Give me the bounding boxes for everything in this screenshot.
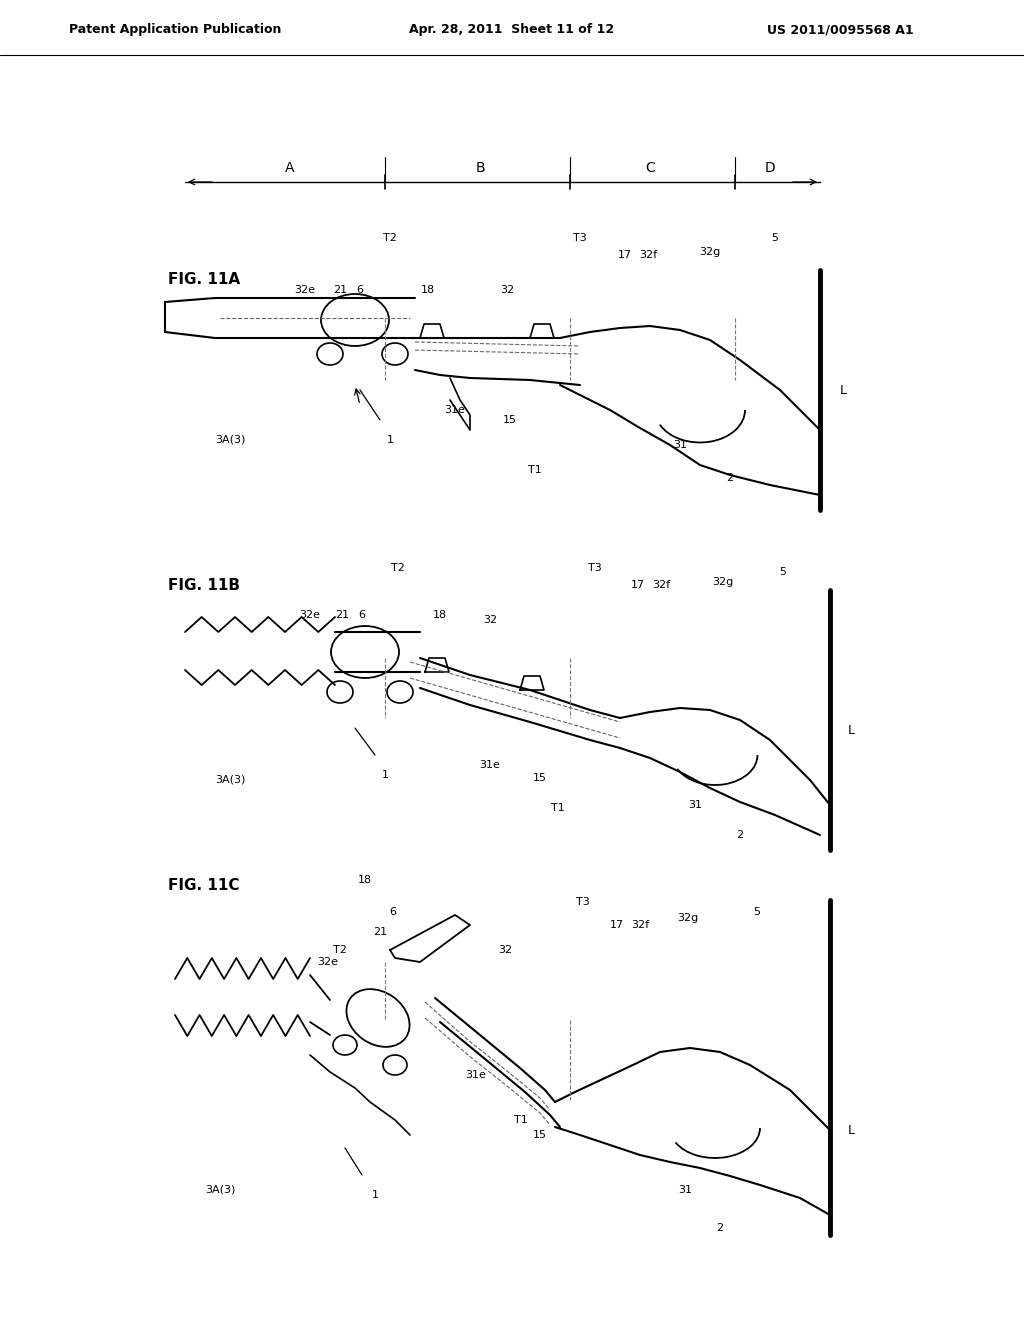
Text: 17: 17 (610, 920, 624, 931)
Text: FIG. 11C: FIG. 11C (168, 878, 240, 892)
Text: 3A(3): 3A(3) (205, 1185, 236, 1195)
Text: D: D (765, 161, 775, 176)
Text: 15: 15 (534, 1130, 547, 1140)
Text: 6: 6 (358, 610, 366, 620)
Text: 2: 2 (736, 830, 743, 840)
Text: 31e: 31e (466, 1071, 486, 1080)
Text: T3: T3 (573, 234, 587, 243)
Text: 32: 32 (483, 615, 497, 624)
Text: 21: 21 (373, 927, 387, 937)
Text: L: L (840, 384, 847, 396)
Text: 32: 32 (498, 945, 512, 954)
Text: T1: T1 (528, 465, 542, 475)
Text: FIG. 11A: FIG. 11A (168, 272, 240, 288)
Text: Patent Application Publication: Patent Application Publication (69, 24, 282, 37)
Text: T3: T3 (588, 564, 602, 573)
Text: 17: 17 (617, 249, 632, 260)
Text: 5: 5 (754, 907, 761, 917)
Text: 18: 18 (433, 610, 447, 620)
Text: T3: T3 (577, 898, 590, 907)
Text: 3A(3): 3A(3) (215, 436, 245, 445)
Text: 32g: 32g (699, 247, 721, 257)
Text: 32e: 32e (317, 957, 339, 968)
Text: 31: 31 (673, 440, 687, 450)
Text: L: L (848, 1123, 855, 1137)
Text: 6: 6 (389, 907, 396, 917)
Text: 32e: 32e (299, 610, 319, 620)
Text: 32f: 32f (639, 249, 657, 260)
Text: 32f: 32f (631, 920, 649, 931)
Text: C: C (645, 161, 655, 176)
Text: T1: T1 (551, 803, 565, 813)
Text: 5: 5 (771, 234, 778, 243)
Text: 15: 15 (503, 414, 517, 425)
Text: 15: 15 (534, 774, 547, 783)
Text: 32f: 32f (652, 579, 670, 590)
Text: 2: 2 (726, 473, 733, 483)
Text: 21: 21 (335, 610, 349, 620)
Text: A: A (286, 161, 295, 176)
Text: 18: 18 (358, 875, 372, 884)
Text: US 2011/0095568 A1: US 2011/0095568 A1 (767, 24, 913, 37)
Text: 31: 31 (688, 800, 702, 810)
Text: T1: T1 (514, 1115, 528, 1125)
Text: 18: 18 (421, 285, 435, 294)
Text: 32g: 32g (677, 913, 698, 923)
Text: T2: T2 (333, 945, 347, 954)
Text: 32g: 32g (713, 577, 733, 587)
Text: T2: T2 (383, 234, 397, 243)
Text: B: B (475, 161, 484, 176)
Text: L: L (848, 723, 855, 737)
Text: Apr. 28, 2011  Sheet 11 of 12: Apr. 28, 2011 Sheet 11 of 12 (410, 24, 614, 37)
Text: 2: 2 (717, 1224, 724, 1233)
Text: 17: 17 (631, 579, 645, 590)
Text: FIG. 11B: FIG. 11B (168, 578, 240, 593)
Text: 5: 5 (779, 568, 786, 577)
Text: 31: 31 (678, 1185, 692, 1195)
Text: 31e: 31e (479, 760, 501, 770)
Text: 32: 32 (500, 285, 514, 294)
Text: 1: 1 (386, 436, 393, 445)
Text: 3A(3): 3A(3) (215, 775, 245, 785)
Text: 1: 1 (382, 770, 388, 780)
Text: T2: T2 (391, 564, 404, 573)
Text: 1: 1 (372, 1191, 379, 1200)
Text: 6: 6 (356, 285, 364, 294)
Text: 21: 21 (333, 285, 347, 294)
Text: 31e: 31e (444, 405, 466, 414)
Text: 32e: 32e (294, 285, 315, 294)
